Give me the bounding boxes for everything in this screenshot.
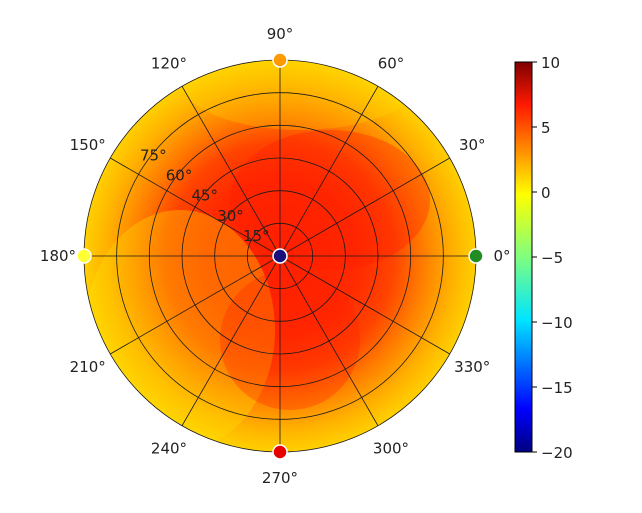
- marker-180deg: [76, 248, 92, 264]
- field-red-ne: [230, 130, 430, 270]
- angle-tick-label: 0°: [493, 247, 510, 265]
- angle-tick-label: 90°: [267, 25, 294, 43]
- angle-tick-label: 270°: [262, 469, 298, 487]
- angle-tick-label: 30°: [459, 136, 486, 154]
- angle-tick-label: 210°: [70, 358, 106, 376]
- colorbar-tick-label: 10: [541, 54, 560, 72]
- grid-spoke-210: [110, 255, 281, 355]
- colorbar-tick-label: 5: [541, 119, 551, 137]
- colorbar-tick-label: −10: [541, 314, 573, 332]
- colorbar-tick-label: 0: [541, 184, 551, 202]
- colorbar-ticks: 10 5 0 −5 −10 −15 −20: [532, 54, 573, 462]
- colorbar-tick-label: −15: [541, 379, 573, 397]
- edge-markers: [76, 52, 484, 460]
- colorbar-tick-label: −5: [541, 249, 563, 267]
- colorbar-tick-label: −20: [541, 444, 573, 462]
- field-red-s: [220, 270, 360, 410]
- radial-tick-label: 15°: [243, 227, 270, 245]
- radial-tick-label: 75°: [140, 146, 167, 164]
- angle-tick-label: 180°: [40, 247, 76, 265]
- radial-tick-label: 45°: [191, 187, 218, 205]
- angle-tick-label: 240°: [151, 439, 187, 457]
- grid-spoke-150: [110, 157, 281, 257]
- polar-grid: [83, 59, 477, 453]
- grid-spoke-240: [181, 255, 281, 426]
- angle-tick-label: 300°: [373, 439, 409, 457]
- grid-spoke-300: [279, 255, 379, 426]
- marker-270deg: [272, 444, 288, 460]
- grid-spoke-120: [181, 86, 281, 257]
- grid-spoke-330: [279, 255, 450, 355]
- angle-tick-label: 120°: [151, 55, 187, 73]
- field-yellow-n: [180, 60, 420, 130]
- radial-tick-label: 60°: [166, 167, 193, 185]
- angle-tick-label: 60°: [378, 55, 405, 73]
- marker-center: [272, 248, 288, 264]
- colorbar: 10 5 0 −5 −10 −15 −20: [514, 54, 573, 462]
- colorbar-gradient: [514, 61, 533, 453]
- radial-tick-label: 30°: [217, 207, 244, 225]
- marker-90deg: [272, 52, 288, 68]
- angle-tick-label: 330°: [454, 358, 490, 376]
- angle-tick-label: 150°: [70, 136, 106, 154]
- polar-tick-labels: 0° 30° 60° 90° 120° 150° 180° 210° 240° 270° 300° 3…: [40, 25, 511, 487]
- grid-spoke-60: [279, 86, 379, 257]
- grid-spoke-30: [279, 157, 450, 257]
- marker-0deg: [468, 248, 484, 264]
